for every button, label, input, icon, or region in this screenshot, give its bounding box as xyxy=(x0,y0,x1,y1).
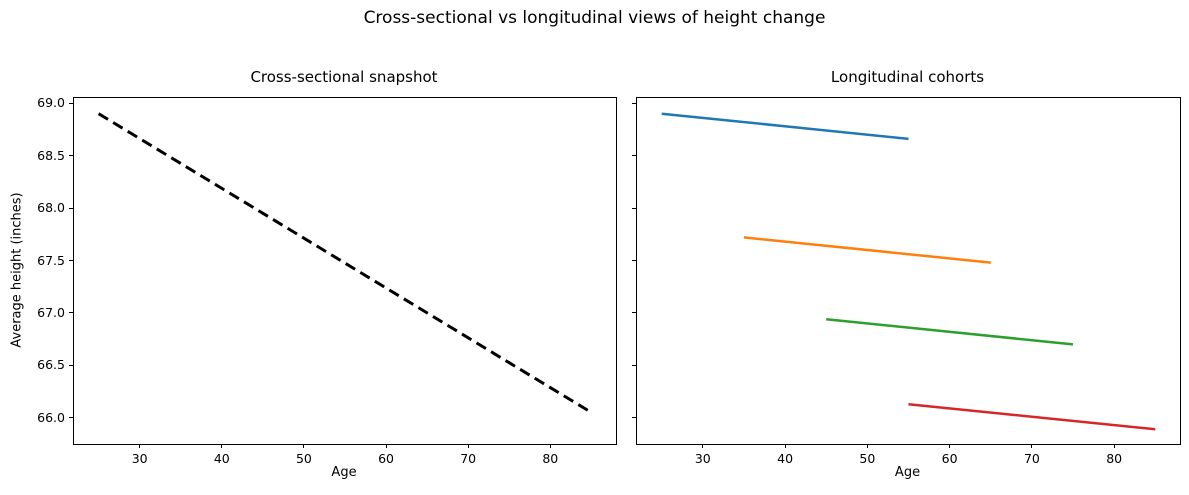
y-tick-mark xyxy=(69,102,73,104)
x-tick-mark xyxy=(949,444,951,448)
y-tick-mark xyxy=(632,207,636,209)
x-tick-label: 40 xyxy=(777,451,794,466)
x-tick-label: 70 xyxy=(1023,451,1040,466)
left-plot-lines xyxy=(97,112,593,414)
x-tick-label: 60 xyxy=(378,451,394,466)
y-tick-mark xyxy=(632,155,636,157)
x-tick-mark xyxy=(1113,444,1115,448)
left-x-axis-label: Age xyxy=(331,465,357,480)
y-tick-label: 67.0 xyxy=(37,304,65,320)
figure-suptitle: Cross-sectional vs longitudinal views of… xyxy=(363,8,826,28)
y-tick-label: 69.0 xyxy=(37,95,65,111)
x-tick-label: 30 xyxy=(131,451,148,466)
x-tick-mark xyxy=(549,444,551,448)
y-tick-mark xyxy=(69,417,73,419)
left-axes-cross-sectional: Cross-sectional snapshot 30 40 50 60 70 80 66.… xyxy=(10,68,617,480)
x-tick-mark xyxy=(303,444,305,448)
y-tick-label: 66.0 xyxy=(37,409,65,425)
y-tick-mark xyxy=(69,364,73,366)
left-axes-title: Cross-sectional snapshot xyxy=(250,68,438,86)
left-plot-area: 30 40 50 60 70 80 66.0 66.5 67.0 67.5 68.0 68.5 69.0 xyxy=(37,95,617,466)
y-tick-label: 68.5 xyxy=(37,147,65,163)
x-tick-mark xyxy=(221,444,223,448)
y-tick-mark xyxy=(69,260,73,261)
x-tick-mark xyxy=(139,444,141,448)
series-line-cohort-ages-35-65 xyxy=(743,236,991,264)
x-tick-mark xyxy=(702,444,704,448)
x-tick-mark xyxy=(784,444,786,448)
x-tick-mark xyxy=(385,444,387,448)
series-line-cohort-ages-25-55 xyxy=(661,112,909,141)
right-x-axis-label: Age xyxy=(894,465,921,480)
y-tick-label: 67.5 xyxy=(37,252,65,268)
x-tick-label: 50 xyxy=(295,451,312,466)
right-axes-title: Longitudinal cohorts xyxy=(830,68,985,86)
y-axis-label: Average height (inches) xyxy=(9,192,25,348)
x-tick-label: 30 xyxy=(694,451,711,466)
x-tick-mark xyxy=(866,444,868,448)
y-tick-label: 68.0 xyxy=(37,200,65,216)
x-tick-label: 40 xyxy=(213,451,230,466)
y-tick-mark xyxy=(632,102,636,104)
series-line-cohort-ages-45-75 xyxy=(826,317,1074,346)
x-tick-label: 80 xyxy=(1106,451,1123,466)
y-tick-mark xyxy=(69,312,73,314)
x-tick-mark xyxy=(467,444,469,448)
y-tick-mark xyxy=(69,155,73,157)
y-tick-mark xyxy=(632,312,636,314)
right-plot-area: 30 40 50 60 70 80 xyxy=(632,97,1181,466)
y-tick-mark xyxy=(69,207,73,209)
series-line-cohort-ages-55-85 xyxy=(908,402,1156,431)
right-plot-lines xyxy=(661,112,1156,431)
y-tick-mark xyxy=(632,364,636,366)
x-tick-label: 80 xyxy=(542,451,559,466)
y-tick-mark xyxy=(632,417,636,419)
y-tick-label: 66.5 xyxy=(37,357,65,373)
y-tick-mark xyxy=(632,260,636,261)
x-tick-label: 60 xyxy=(941,451,958,466)
series-line-cross-sectional-average xyxy=(97,112,593,414)
x-tick-label: 50 xyxy=(859,451,876,466)
x-tick-mark xyxy=(1031,444,1033,448)
right-axes-longitudinal: Longitudinal cohorts 30 40 50 60 70 80 Age xyxy=(632,68,1181,480)
x-tick-label: 70 xyxy=(460,451,477,466)
